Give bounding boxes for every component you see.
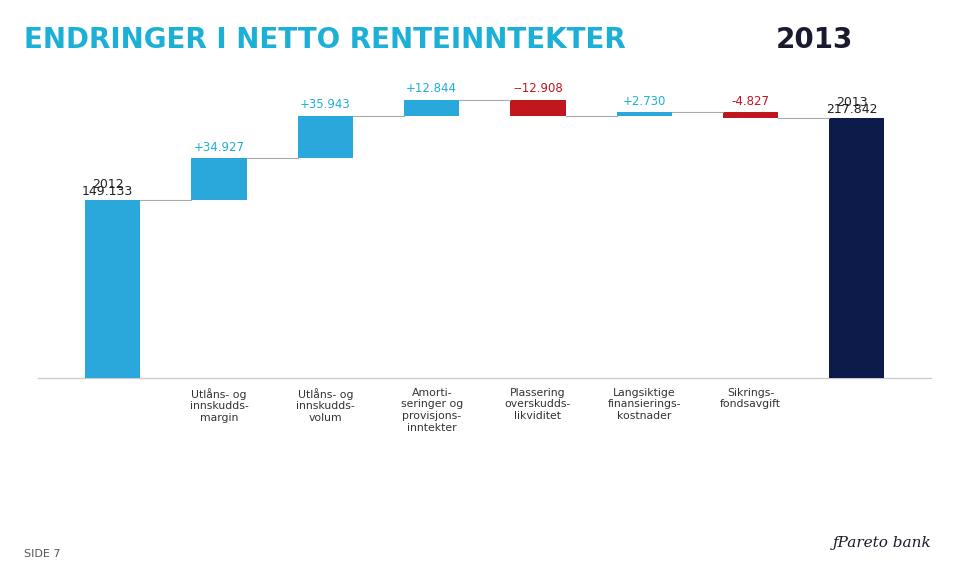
Bar — [404, 100, 459, 116]
Text: +35.943: +35.943 — [300, 98, 350, 111]
Text: Utlåns- og
innskudds-
volum: Utlåns- og innskudds- volum — [296, 388, 355, 423]
Bar — [511, 100, 565, 116]
Bar — [616, 112, 672, 116]
Bar — [191, 159, 247, 200]
Text: +12.844: +12.844 — [406, 83, 457, 96]
Text: 2012: 2012 — [91, 178, 123, 191]
Text: +2.730: +2.730 — [622, 95, 666, 108]
Text: Amorti-
seringer og
provisjons-
inntekter: Amorti- seringer og provisjons- inntekte… — [400, 388, 463, 433]
Text: Plassering
overskudds-
likviditet: Plassering overskudds- likviditet — [505, 388, 571, 421]
Text: ENDRINGER I NETTO RENTEINNTEKTER: ENDRINGER I NETTO RENTEINNTEKTER — [24, 26, 636, 54]
Text: 2013: 2013 — [776, 26, 853, 54]
Text: ƒPareto bank: ƒPareto bank — [832, 536, 931, 550]
Bar — [85, 200, 140, 378]
Bar — [298, 116, 353, 159]
Text: 149.133: 149.133 — [82, 185, 133, 198]
Text: 2013: 2013 — [835, 96, 867, 108]
Bar — [829, 118, 884, 378]
Text: Sikrings-
fondsavgift: Sikrings- fondsavgift — [720, 388, 781, 409]
Text: Langsiktige
finansierings-
kostnader: Langsiktige finansierings- kostnader — [608, 388, 681, 421]
Bar — [723, 112, 779, 118]
Text: +34.927: +34.927 — [194, 141, 245, 154]
Text: --12.908: --12.908 — [513, 83, 563, 96]
Text: -4.827: -4.827 — [732, 95, 770, 108]
Text: Utlåns- og
innskudds-
margin: Utlåns- og innskudds- margin — [190, 388, 249, 423]
Text: SIDE 7: SIDE 7 — [24, 549, 60, 559]
Text: 217.842: 217.842 — [826, 103, 877, 116]
